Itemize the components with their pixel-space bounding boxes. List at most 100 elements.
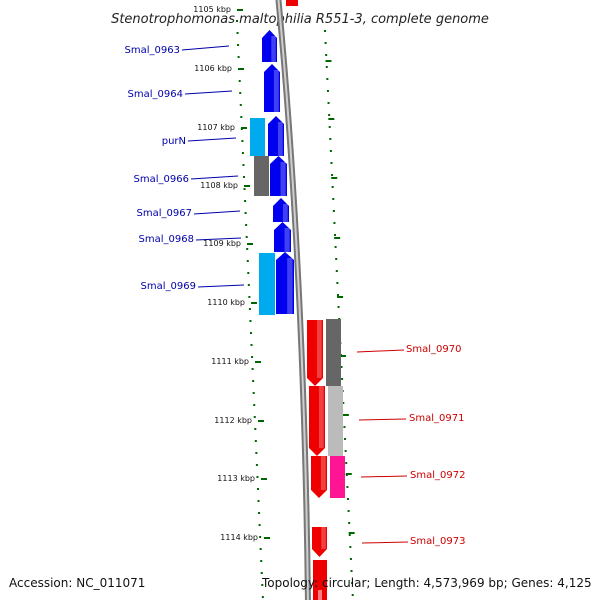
gene-smal-0970 (307, 320, 323, 386)
inner-tick-rail-left-dot (261, 596, 264, 598)
inner-tick-rail-left-dot (241, 152, 244, 154)
inner-tick-rail-left-dot (239, 104, 242, 106)
outer-tick-rail-right-dot (345, 462, 348, 464)
outer-tick-rail-right-dot (351, 582, 354, 584)
outer-tick-rail-right-dot (327, 102, 330, 104)
gene-smal-0968 (274, 222, 291, 252)
outer-tick-mark (342, 414, 349, 416)
leader-line-left (181, 45, 230, 51)
outer-tick-rail-right-dot (326, 90, 329, 92)
inner-tick-rail-left-dot (236, 32, 239, 34)
gene-label-right: Smal_0971 (409, 413, 464, 424)
outer-tick-rail-right-dot (334, 234, 337, 236)
inner-tick-rail-left-dot (244, 212, 247, 214)
gene-label-left: Smal_0969 (141, 281, 196, 292)
gene-smal-0969 (276, 252, 294, 314)
inner-tick-rail-left-dot (243, 188, 246, 190)
gene-block-bottom-shade (318, 590, 322, 600)
tick-mark (255, 361, 261, 363)
gene-label-left: Smal_0963 (125, 45, 180, 56)
inner-tick-rail-left-dot (259, 548, 262, 550)
outer-tick-rail-right-dot (331, 174, 334, 176)
outer-tick-rail-right-dot (336, 282, 339, 284)
tick-mark (237, 9, 243, 11)
outer-tick-rail-right-dot (348, 522, 351, 524)
gene-label-left: purN (162, 136, 186, 147)
tick-label: 1110 kbp (207, 298, 245, 307)
category-smal-0966 (254, 156, 269, 196)
category-smal-0971 (328, 386, 343, 456)
leader-line-right (358, 418, 407, 421)
inner-tick-rail-left-dot (257, 500, 260, 502)
inner-tick-rail-left-dot (260, 560, 263, 562)
inner-tick-rail-left-dot (255, 452, 258, 454)
inner-tick-rail-left-dot (249, 332, 252, 334)
tick-label: 1105 kbp (193, 5, 231, 14)
outer-tick-rail-right-dot (333, 222, 336, 224)
gene-smal-0967 (273, 198, 289, 222)
inner-tick-rail-left-dot (252, 392, 255, 394)
gene-label-left: Smal_0964 (128, 89, 183, 100)
outer-tick-rail-right-dot (344, 438, 347, 440)
tick-mark (261, 478, 267, 480)
tick-label: 1114 kbp (220, 533, 258, 542)
inner-tick-rail-left-dot (242, 164, 245, 166)
inner-tick-rail-left-dot (258, 524, 261, 526)
outer-tick-rail-right-dot (325, 66, 328, 68)
inner-tick-rail-left-dot (255, 464, 258, 466)
outer-tick-rail-right-dot (324, 42, 327, 44)
leader-line-left (190, 175, 239, 180)
outer-tick-rail-right-dot (344, 450, 347, 452)
gene-label-left: Smal_0966 (134, 174, 189, 185)
outer-tick-rail-right-dot (328, 126, 331, 128)
leader-line-left (187, 137, 237, 142)
inner-tick-rail-left-dot (261, 584, 264, 586)
outer-tick-rail-right-dot (348, 534, 351, 536)
outer-tick-rail-right-dot (330, 162, 333, 164)
inner-tick-rail-left-dot (260, 572, 263, 574)
inner-tick-rail-left-dot (244, 200, 247, 202)
outer-tick-rail-right-dot (332, 198, 335, 200)
gene-smal-0964 (264, 64, 280, 112)
gene-smal-0963-shade (271, 36, 276, 62)
gene-smal-0971 (309, 386, 325, 456)
gene-label-left: Smal_0967 (137, 208, 192, 219)
outer-tick-rail-right-dot (351, 594, 354, 596)
tick-mark (238, 68, 244, 70)
tick-mark (244, 185, 250, 187)
inner-tick-rail-left-dot (236, 20, 238, 22)
outer-tick-rail-right-dot (331, 186, 334, 188)
tick-label: 1109 kbp (203, 239, 241, 248)
genome-title: Stenotrophomonas maltophilia R551-3, com… (111, 12, 489, 27)
outer-tick-mark (348, 532, 355, 534)
tick-mark (258, 420, 264, 422)
gene-label-left: Smal_0968 (139, 234, 194, 245)
accession-text: Accession: NC_011071 (9, 576, 146, 590)
inner-tick-rail-left-dot (237, 56, 240, 58)
outer-tick-rail-right-dot (336, 294, 339, 296)
category-smal-0972 (330, 456, 345, 498)
outer-tick-mark (331, 177, 338, 179)
inner-tick-rail-left-dot (240, 116, 243, 118)
leader-line-left (195, 237, 242, 241)
tick-label: 1112 kbp (214, 416, 252, 425)
gene-smal-0972-shade (320, 456, 326, 490)
outer-tick-rail-right-dot (329, 138, 332, 140)
outer-tick-mark (345, 473, 352, 475)
outer-tick-rail-right-dot (326, 78, 329, 80)
gene-smal-0973-shade (321, 527, 326, 549)
leader-line-right (361, 541, 409, 544)
outer-tick-rail-right-dot (335, 270, 338, 272)
outer-tick-rail-right-dot (328, 114, 331, 116)
inner-tick-rail-left-dot (259, 536, 262, 538)
leader-line-right (356, 349, 405, 353)
inner-tick-rail-left-dot (248, 296, 251, 298)
inner-tick-rail-left-dot (258, 512, 261, 514)
outer-tick-rail-right-dot (350, 570, 353, 572)
tick-mark (251, 302, 257, 304)
outer-tick-rail-right-dot (349, 558, 352, 560)
tick-label: 1113 kbp (217, 474, 255, 483)
leader-line-right (360, 475, 408, 478)
leader-line-left (197, 284, 245, 288)
inner-tick-rail-left-dot (247, 272, 250, 274)
